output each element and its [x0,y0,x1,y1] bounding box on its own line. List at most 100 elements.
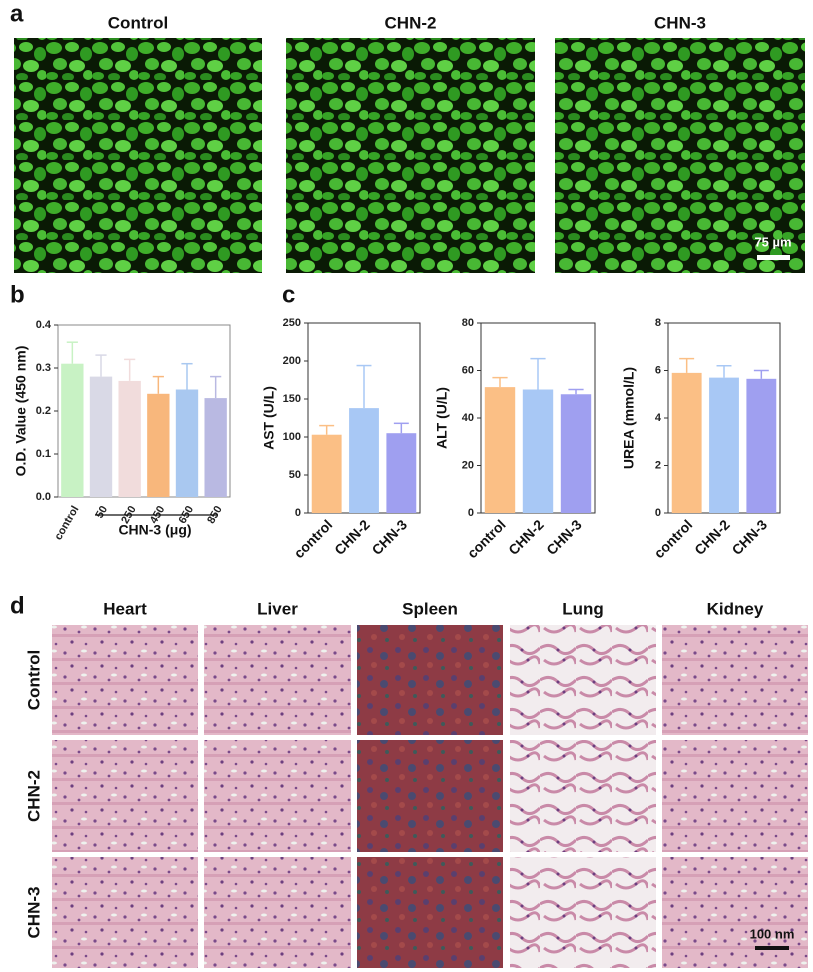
y-tick-label: 8 [655,317,661,329]
histology-image [204,857,351,968]
histology-image [52,740,198,852]
error-bar [319,424,335,435]
x-tick-label: CHN-2 [505,516,547,558]
y-tick-label: 4 [655,412,662,424]
column-title: CHN-3 [654,13,706,32]
y-tick-label: 0 [468,507,474,519]
fluorescence-image [555,38,805,273]
y-tick-label: 80 [462,317,474,329]
panel-label: c [282,281,295,308]
panel-label: d [10,592,25,619]
histology-image [510,625,656,735]
column-title: Heart [103,599,147,618]
x-tick-label: CHN-3 [369,516,411,558]
histology-image [204,625,351,735]
y-tick-label: 50 [289,469,301,481]
histology-image [357,740,503,852]
x-tick-label: control [651,516,696,561]
fluorescence-image [14,38,262,273]
error-bar [210,375,222,399]
bar [204,398,227,497]
histology-image [357,857,503,968]
bar [709,377,739,513]
y-tick-label: 6 [655,364,661,376]
x-tick-label: CHN-3 [543,516,585,558]
column-title: Spleen [402,599,458,618]
y-axis-label: UREA (mmol/L) [621,367,637,469]
histology-image [662,625,808,735]
x-tick-label: CHN-3 [729,516,771,558]
row-label: CHN-2 [24,770,43,822]
column-title: Lung [562,599,604,618]
error-bar [679,357,695,373]
column-title: Control [108,13,168,32]
y-tick-label: 150 [283,393,301,405]
scale-bar-label: 75 µm [754,234,791,249]
bar [560,394,592,513]
histology-image [510,740,656,852]
bar [61,363,84,497]
bar [349,408,379,513]
x-tick-label: 50 [94,504,111,521]
bar [386,433,417,513]
bar [311,434,342,513]
y-tick-label: 0.1 [36,448,51,460]
error-bar [393,422,409,434]
bar [671,372,702,513]
error-bar [152,375,164,394]
error-bar [356,364,372,409]
y-tick-label: 0 [655,507,661,519]
bar [118,380,141,497]
plot-frame [57,324,231,498]
error-bar [181,362,193,390]
y-tick-label: 0 [295,507,301,519]
y-tick-label: 0.0 [36,491,51,503]
histology-image [204,740,351,852]
x-tick-label: control [464,516,509,561]
bar [484,387,516,513]
scale-bar [755,946,789,950]
histology-image [662,857,808,968]
bar [147,393,170,497]
y-axis-label: AST (U/L) [261,386,277,450]
row-label: CHN-3 [24,887,43,939]
column-title: CHN-2 [385,13,437,32]
y-tick-label: 250 [283,317,301,329]
panel-label: b [10,281,25,308]
panel-label: a [10,0,24,27]
error-bar [124,358,136,381]
y-tick-label: 40 [462,412,474,424]
error-bar [716,365,732,378]
histology-image [52,857,198,968]
bar [522,389,554,513]
y-tick-label: 200 [283,355,301,367]
y-tick-label: 0.4 [36,319,52,331]
y-axis-label: ALT (U/L) [434,387,450,449]
x-tick-label: CHN-2 [691,516,733,558]
error-bar [66,341,78,364]
column-title: Liver [257,599,298,618]
scale-bar [757,255,790,260]
x-tick-label: CHN-2 [331,516,373,558]
error-bar [95,354,107,377]
y-tick-label: 2 [655,459,661,471]
y-tick-label: 0.2 [36,405,51,417]
bar [175,389,199,497]
x-axis-label: CHN-3 (μg) [118,522,191,538]
row-label: Control [24,650,43,710]
y-tick-label: 60 [462,364,474,376]
error-bar [753,369,769,379]
histology-image [357,625,503,735]
fluorescence-image [286,38,535,273]
histology-image [510,857,656,968]
histology-image [52,625,198,735]
error-bar [568,388,584,395]
scale-bar-label: 100 nm [750,926,795,941]
y-axis-label: O.D. Value (450 nm) [13,346,29,477]
y-tick-label: 100 [283,431,301,443]
error-bar [530,357,546,390]
y-tick-label: 20 [462,459,474,471]
x-tick-label: control [291,516,336,561]
bar [89,376,113,497]
